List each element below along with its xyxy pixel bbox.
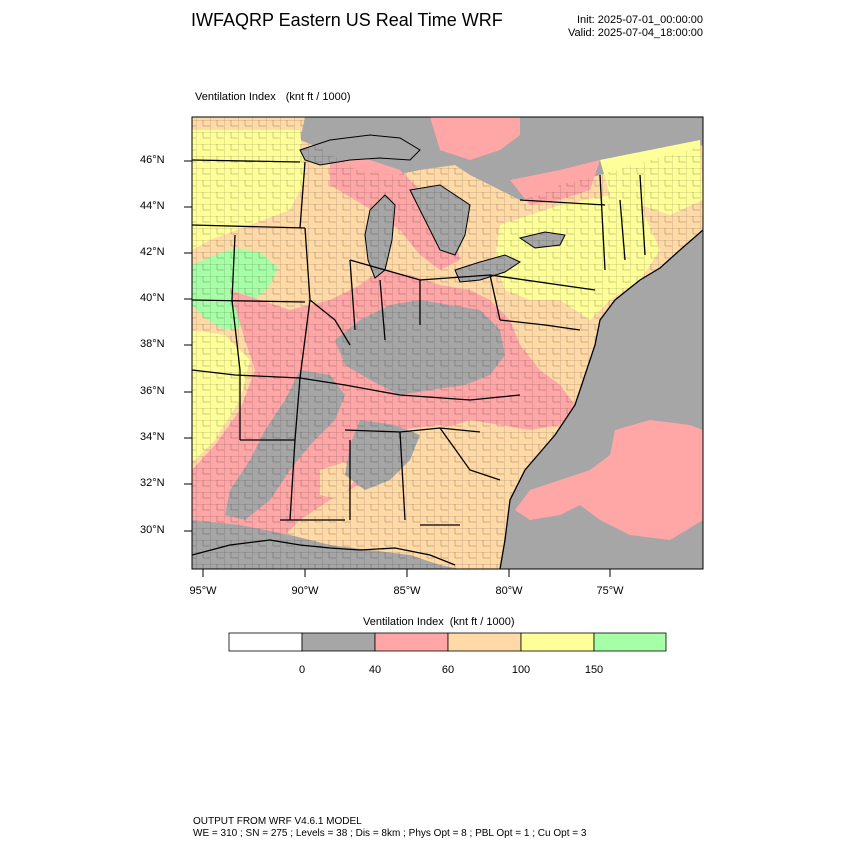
lon-label-75: 75°W <box>596 585 624 597</box>
lon-ticks <box>202 569 611 577</box>
map-field <box>192 117 703 569</box>
colorbar-tick-60: 60 <box>441 664 455 676</box>
county-lines <box>192 117 703 569</box>
lat-label-34: 34°N <box>140 431 165 443</box>
lat-label-30: 30°N <box>140 524 165 536</box>
footer-config-line: WE = 310 ; SN = 275 ; Levels = 38 ; Dis … <box>193 828 587 839</box>
map-frame <box>191 116 704 570</box>
colorbar-swatch-100-150 <box>520 632 595 652</box>
colorbar-title: Ventilation Index (knt ft / 1000) <box>363 616 521 628</box>
lon-label-95: 95°W <box>189 585 217 597</box>
colorbar-swatch-below-0 <box>228 632 303 652</box>
lat-label-44: 44°N <box>140 200 165 212</box>
footer-model-line: OUTPUT FROM WRF V4.6.1 MODEL <box>193 816 362 827</box>
colorbar-swatch-40-60 <box>374 632 449 652</box>
field-units: (knt ft / 1000) <box>285 91 351 103</box>
colorbar-swatch-60-100 <box>447 632 522 652</box>
atlantic-coastline <box>499 229 703 569</box>
field-name: Ventilation Index <box>195 91 276 103</box>
colorbar-tick-40: 40 <box>368 664 382 676</box>
lat-label-32: 32°N <box>140 477 165 489</box>
colorbar-tick-100: 100 <box>511 664 531 676</box>
lon-label-90: 90°W <box>291 585 319 597</box>
state-boundaries <box>192 159 646 526</box>
colorbar-tick-150: 150 <box>584 664 604 676</box>
colorbar-title-name: Ventilation Index <box>363 616 444 628</box>
lat-ticks <box>184 160 192 532</box>
lat-label-42: 42°N <box>140 246 165 258</box>
lat-label-40: 40°N <box>140 292 165 304</box>
lat-label-36: 36°N <box>140 385 165 397</box>
plot-title: IWFAQRP Eastern US Real Time WRF <box>191 10 503 30</box>
colorbar-swatch-0-40 <box>301 632 376 652</box>
field-pink-atlantic <box>515 420 703 540</box>
valid-time: Valid: 2025-07-04_18:00:00 <box>568 27 703 39</box>
gulf-coastline <box>192 539 456 566</box>
colorbar-title-units: (knt ft / 1000) <box>449 616 515 628</box>
colorbar-swatch-above-150 <box>593 632 667 652</box>
colorbar <box>228 632 667 652</box>
field-pink-canada <box>430 117 520 160</box>
lat-label-38: 38°N <box>140 338 165 350</box>
colorbar-tick-0: 0 <box>298 664 306 676</box>
init-time: Init: 2025-07-01_00:00:00 <box>577 14 703 26</box>
lon-label-85: 85°W <box>393 585 421 597</box>
field-label: Ventilation Index (knt ft / 1000) <box>195 91 361 103</box>
lat-label-46: 46°N <box>140 154 165 166</box>
lon-label-80: 80°W <box>495 585 523 597</box>
